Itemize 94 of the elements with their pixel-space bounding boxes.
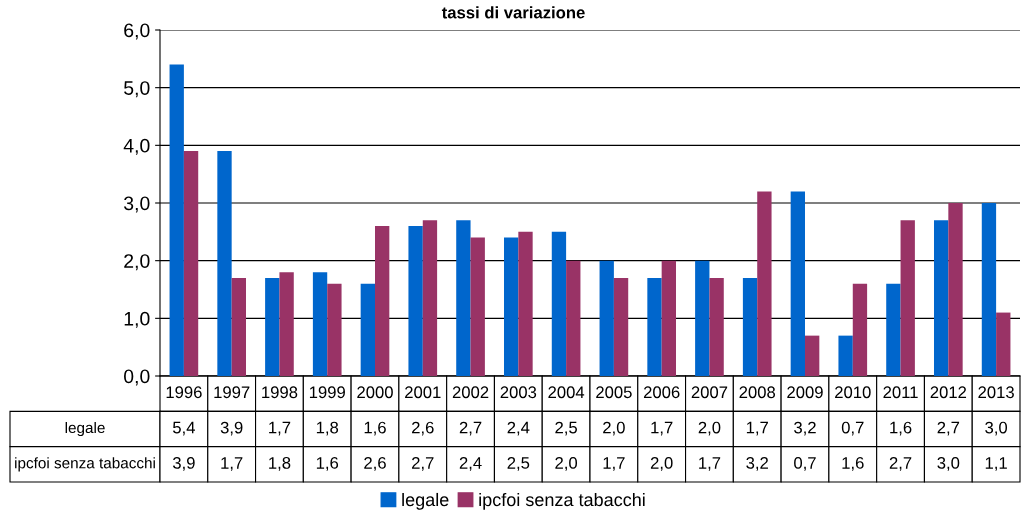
bar	[231, 277, 246, 376]
data-label: 3,9	[172, 457, 195, 471]
data-label: 2,4	[507, 421, 530, 436]
data-label: 2,0	[698, 421, 721, 436]
x-tick-label: 2001	[405, 386, 441, 399]
data-label: 2,0	[555, 457, 578, 471]
data-label: 1,8	[269, 457, 291, 471]
x-tick-label: 2004	[548, 386, 585, 399]
data-label: 0,7	[794, 457, 816, 471]
bar	[265, 277, 280, 376]
bar	[838, 335, 853, 376]
bar	[996, 312, 1011, 376]
data-label: 3,0	[985, 421, 1008, 436]
data-label: 2,6	[364, 457, 386, 471]
text: legale	[65, 421, 105, 437]
bar	[934, 220, 949, 376]
x-tick-label: 1997	[214, 386, 250, 399]
bar	[470, 237, 485, 376]
data-label: 2,0	[650, 457, 673, 471]
bar	[566, 260, 581, 376]
data-label: 3,0	[937, 457, 960, 471]
y-tick-label: 2,0	[124, 254, 150, 271]
x-tick-label: 2006	[643, 386, 680, 399]
data-label: 2,5	[555, 421, 577, 436]
data-label: 2,6	[412, 421, 434, 436]
data-label: 1,6	[364, 421, 386, 436]
bar	[279, 272, 294, 376]
data-label: 1,8	[316, 421, 339, 436]
bar	[886, 283, 901, 376]
bar	[327, 283, 342, 376]
x-tick-label: 1999	[309, 386, 345, 399]
x-tick-label: 2011	[883, 386, 918, 399]
data-label: 1,1	[985, 457, 1007, 471]
x-tick-label: 2009	[787, 386, 823, 399]
data-label: 0,7	[841, 421, 864, 436]
x-tick-label: 2012	[930, 386, 967, 399]
x-tick-label: 2008	[739, 386, 776, 399]
data-label: 1,7	[221, 457, 243, 471]
data-label: 1,7	[269, 421, 291, 436]
bar	[805, 335, 820, 376]
data-label: 3,2	[794, 421, 816, 436]
bar	[900, 220, 915, 376]
x-tick-label: 2002	[452, 386, 489, 399]
bar	[217, 151, 232, 376]
bar	[709, 277, 724, 376]
bar	[360, 283, 375, 376]
bar	[647, 277, 662, 376]
data-label: 2,7	[937, 421, 960, 436]
x-tick-label: 1996	[166, 386, 202, 399]
y-tick-label: 0,0	[124, 369, 150, 386]
bar	[408, 226, 423, 376]
x-tick-label: 2005	[596, 386, 632, 399]
data-label: 3,2	[746, 457, 768, 471]
bar	[661, 260, 676, 376]
data-label: 2,7	[459, 421, 482, 436]
x-tick-label: 2000	[357, 386, 393, 399]
y-tick-label: 6,0	[124, 23, 150, 40]
legend-label: legale	[402, 492, 449, 510]
legend-label: ipcfoi senza tabacchi	[479, 492, 645, 510]
y-tick-label: 4,0	[123, 138, 150, 155]
bar	[695, 260, 710, 376]
x-tick-label: 2007	[691, 386, 728, 399]
data-label: 2,0	[603, 421, 625, 436]
data-label: 1,6	[890, 421, 912, 436]
data-label: 1,7	[699, 457, 721, 471]
bar	[375, 226, 390, 376]
data-label: 1,7	[651, 421, 673, 436]
bar	[948, 203, 963, 376]
data-label: 1,6	[316, 457, 339, 471]
y-tick-label: 1,0	[124, 311, 150, 328]
bar	[456, 220, 471, 376]
x-tick-label: 2013	[978, 386, 1014, 399]
text: ipcfoi senza tabacchi	[15, 457, 155, 472]
data-label: 1,7	[746, 421, 768, 436]
data-label: 2,5	[507, 457, 530, 471]
bar	[757, 191, 772, 376]
data-label: 1,7	[603, 457, 625, 471]
data-label: 2,4	[459, 457, 482, 471]
y-tick-label: 5,0	[124, 81, 150, 98]
x-tick-label: 1998	[262, 386, 298, 399]
data-label: 1,6	[842, 457, 864, 471]
y-tick-label: 3,0	[123, 196, 150, 213]
data-label: 3,9	[220, 421, 243, 436]
data-label: 5,4	[172, 421, 195, 436]
data-label: 2,7	[889, 457, 912, 471]
bar	[790, 191, 805, 376]
bar	[504, 237, 519, 376]
bar	[169, 64, 184, 376]
chart-title: tassi di variazione	[441, 6, 585, 19]
bar	[518, 231, 533, 376]
x-tick-label: 2003	[500, 386, 537, 399]
data-label: 2,7	[412, 457, 434, 471]
bar	[599, 260, 614, 376]
x-tick-label: 2010	[835, 386, 871, 399]
